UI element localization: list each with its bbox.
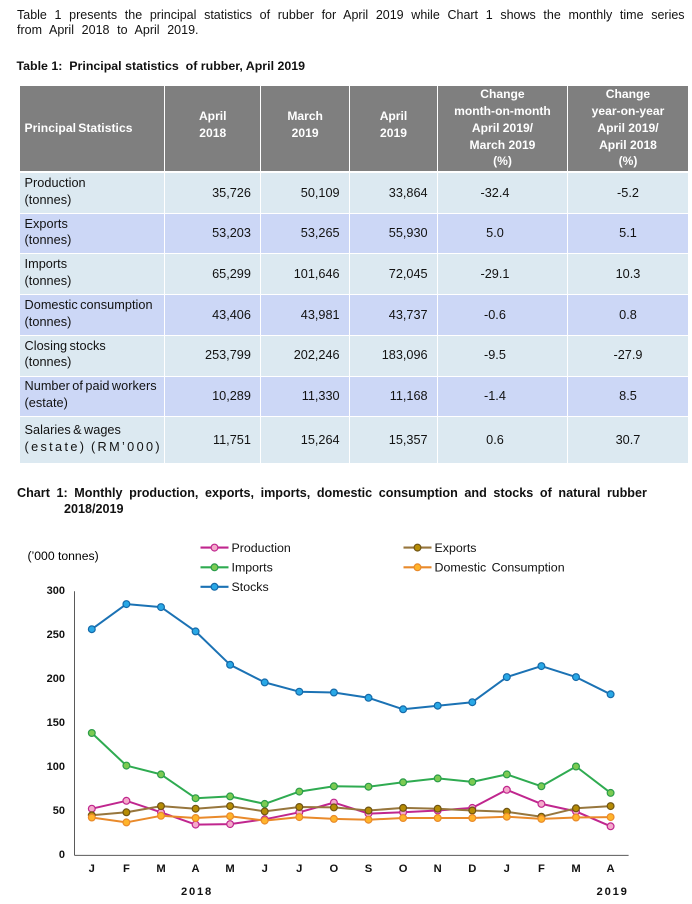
svg-text:J: J xyxy=(504,863,510,875)
svg-text:O: O xyxy=(330,863,339,875)
svg-text:(’000 tonnes): (’000 tonnes) xyxy=(28,549,99,563)
svg-text:J: J xyxy=(296,863,302,875)
svg-text:A: A xyxy=(607,863,615,875)
svg-text:50: 50 xyxy=(53,805,65,817)
svg-text:250: 250 xyxy=(47,629,65,641)
svg-text:M: M xyxy=(156,863,165,875)
svg-text:S: S xyxy=(365,863,373,875)
svg-text:M: M xyxy=(571,863,580,875)
svg-text:N: N xyxy=(434,863,442,875)
svg-text:J: J xyxy=(262,863,268,875)
svg-text:J: J xyxy=(89,863,95,875)
svg-text:2019: 2019 xyxy=(597,886,629,898)
svg-text:300: 300 xyxy=(47,585,65,597)
svg-text:200: 200 xyxy=(47,673,65,685)
svg-text:D: D xyxy=(468,863,476,875)
svg-text:2018: 2018 xyxy=(181,886,213,898)
svg-text:F: F xyxy=(123,863,130,875)
svg-text:Production: Production xyxy=(232,541,291,555)
svg-text:Stocks: Stocks xyxy=(232,580,269,594)
svg-text:A: A xyxy=(192,863,200,875)
svg-text:O: O xyxy=(399,863,408,875)
svg-text:F: F xyxy=(538,863,545,875)
svg-text:M: M xyxy=(225,863,234,875)
svg-text:Domestic Consumption: Domestic Consumption xyxy=(435,561,565,575)
svg-text:Imports: Imports xyxy=(232,561,273,575)
svg-text:150: 150 xyxy=(47,717,65,729)
svg-text:0: 0 xyxy=(59,849,65,861)
svg-text:100: 100 xyxy=(47,761,65,773)
svg-text:Exports: Exports xyxy=(435,541,477,555)
